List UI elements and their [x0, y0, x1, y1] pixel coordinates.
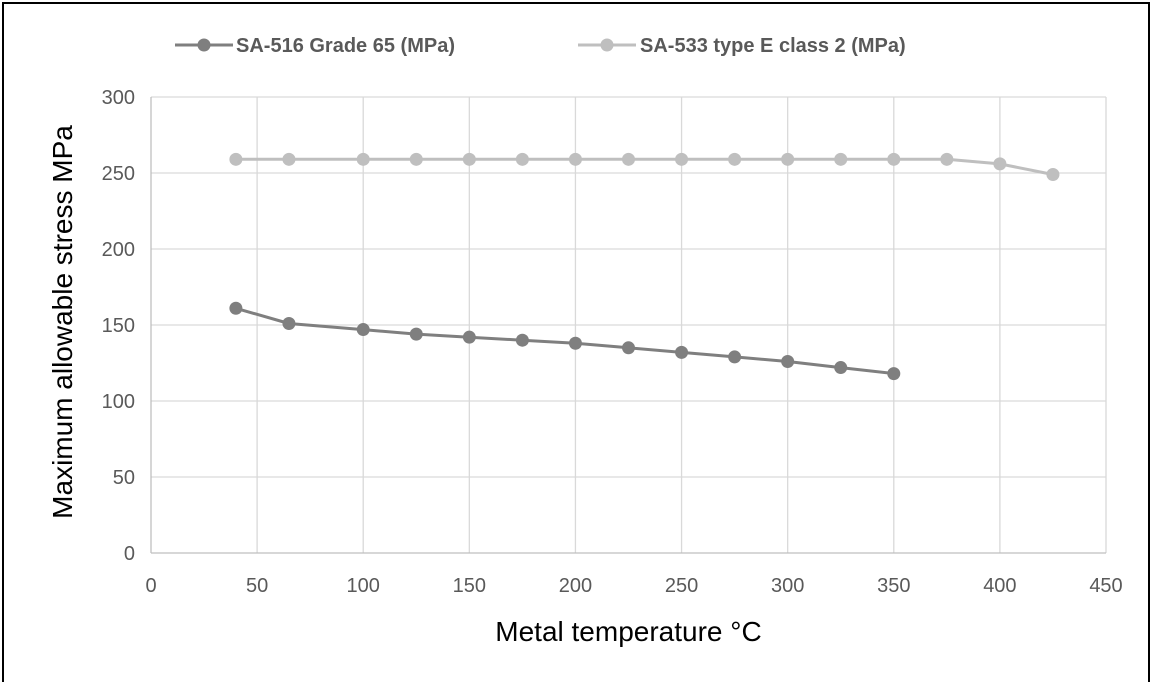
data-point [728, 350, 742, 364]
series-line [235, 306, 894, 376]
data-point [356, 152, 370, 166]
data-point [356, 323, 370, 337]
x-tick-label: 300 [771, 575, 804, 597]
legend: SA-516 Grade 65 (MPa) SA-533 type E class… [175, 35, 906, 57]
y-tick-label: 300 [102, 87, 135, 109]
series-0 [229, 301, 901, 381]
y-axis-title: Maximum allowable stress MPa [47, 125, 78, 519]
series-1 [229, 152, 1060, 182]
x-tick-label: 200 [559, 575, 592, 597]
y-tick-label: 200 [102, 239, 135, 261]
x-tick-label: 450 [1089, 575, 1122, 597]
x-tick-label: 50 [246, 575, 268, 597]
legend-marker [197, 38, 211, 52]
data-point [409, 327, 423, 341]
x-axis-title: Metal temperature °C [495, 616, 761, 647]
x-tick-label: 400 [983, 575, 1016, 597]
series-line [235, 157, 1054, 176]
data-point [462, 330, 476, 344]
data-point [940, 152, 954, 166]
data-point [568, 336, 582, 350]
y-tick-label: 0 [124, 543, 135, 565]
axes [150, 97, 1106, 554]
data-point [622, 341, 635, 355]
tick-labels: 0 50 100 150 200 250 300 0 50 100 150 200 250 300 350 4… [102, 87, 1123, 597]
data-point [515, 333, 529, 347]
data-point [515, 152, 529, 166]
data-point [1046, 168, 1060, 182]
data-point [887, 152, 901, 166]
series-layer [229, 152, 1060, 381]
y-tick-label: 150 [102, 315, 135, 337]
data-point [229, 152, 243, 166]
data-point [834, 361, 848, 375]
data-point [781, 152, 795, 166]
x-tick-label: 250 [665, 575, 698, 597]
y-tick-label: 250 [102, 163, 135, 185]
data-point [675, 152, 689, 166]
x-tick-label: 350 [877, 575, 910, 597]
x-tick-label: 150 [453, 575, 486, 597]
data-point [728, 152, 742, 166]
data-point [675, 345, 689, 359]
data-point [282, 152, 296, 166]
data-point [462, 152, 476, 166]
legend-label: SA-533 type E class 2 (MPa) [640, 35, 906, 57]
data-point [229, 301, 243, 315]
data-point [887, 367, 901, 381]
data-point [409, 152, 423, 166]
data-point [993, 157, 1007, 171]
data-point [781, 354, 795, 368]
data-point [282, 316, 296, 330]
gridlines [151, 96, 1107, 553]
y-tick-label: 50 [113, 467, 135, 489]
legend-item-1: SA-533 type E class 2 (MPa) [578, 35, 906, 57]
x-tick-label: 100 [347, 575, 380, 597]
legend-label: SA-516 Grade 65 (MPa) [236, 35, 455, 57]
legend-item-0: SA-516 Grade 65 (MPa) [175, 35, 455, 57]
data-point [622, 152, 635, 166]
data-point [834, 152, 848, 166]
legend-marker [600, 38, 614, 52]
y-tick-label: 100 [102, 391, 135, 413]
data-point [568, 152, 582, 166]
x-tick-label: 0 [145, 575, 156, 597]
